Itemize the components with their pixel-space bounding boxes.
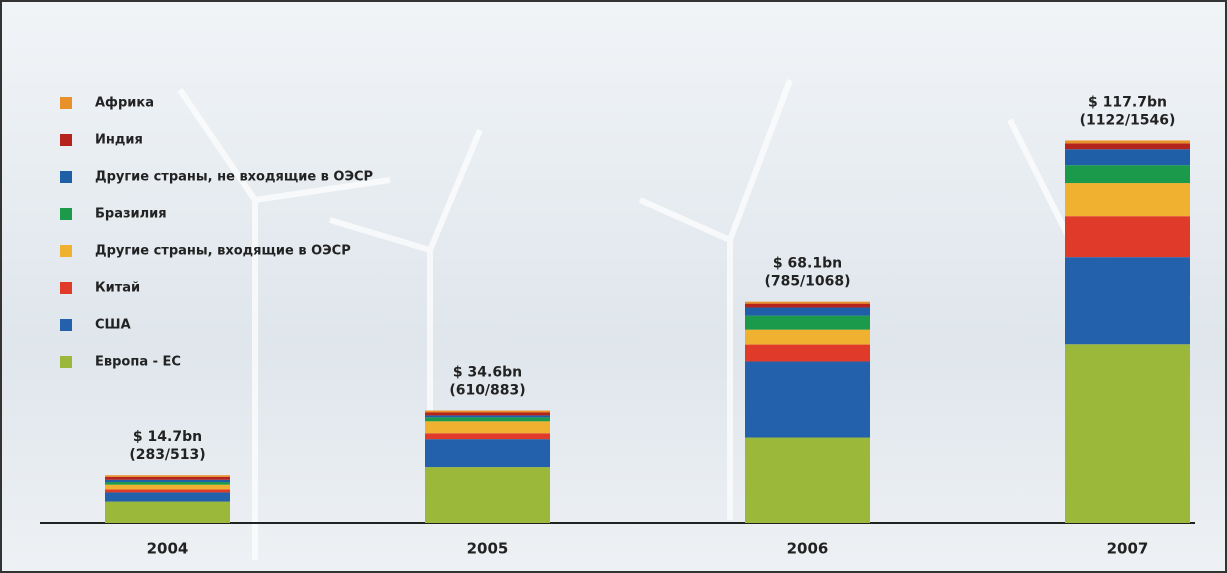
- legend-label: Европа - ЕС: [95, 355, 181, 370]
- legend-swatch: [60, 97, 72, 109]
- bar-segment: [745, 303, 870, 308]
- x-tick-label: 2006: [787, 540, 829, 558]
- bar-segment: [1065, 165, 1190, 184]
- total-label: $ 34.6bn: [453, 365, 522, 381]
- bar-segment: [105, 475, 230, 477]
- bar-segment: [1065, 344, 1190, 523]
- bar-segment: [745, 315, 870, 330]
- bar-segment: [425, 433, 550, 440]
- bar-segment: [425, 415, 550, 418]
- legend-swatch: [60, 245, 72, 257]
- count-label: (1122/1546): [1080, 112, 1176, 128]
- legend-label: Китай: [95, 281, 140, 296]
- bar-segment: [745, 361, 870, 438]
- count-label: (283/513): [129, 447, 205, 463]
- legend-label: Другие страны, входящие в ОЭСР: [95, 244, 351, 259]
- bar-segment: [745, 329, 870, 345]
- bar-segment: [1065, 149, 1190, 166]
- count-label: (785/1068): [764, 274, 850, 290]
- bar-segment: [1065, 183, 1190, 217]
- x-tick-label: 2004: [147, 540, 189, 558]
- count-label: (610/883): [449, 383, 525, 399]
- bar-segment: [105, 501, 230, 523]
- legend-swatch: [60, 282, 72, 294]
- bar-segment: [105, 489, 230, 493]
- bar-segment: [745, 344, 870, 362]
- total-label: $ 117.7bn: [1088, 94, 1167, 110]
- x-tick-label: 2007: [1107, 540, 1149, 558]
- legend-swatch: [60, 134, 72, 146]
- legend-swatch: [60, 319, 72, 331]
- bar-segment: [1065, 143, 1190, 150]
- legend-swatch: [60, 208, 72, 220]
- total-label: $ 68.1bn: [773, 256, 842, 272]
- legend-label: Индия: [95, 133, 143, 148]
- legend-label: Бразилия: [95, 207, 167, 222]
- legend-swatch: [60, 171, 72, 183]
- legend-label: Другие страны, не входящие в ОЭСР: [95, 170, 373, 185]
- bar-segment: [1065, 140, 1190, 144]
- bar-segment: [425, 467, 550, 523]
- bar-segment: [105, 482, 230, 485]
- bar-segment: [425, 439, 550, 468]
- bar-segment: [745, 437, 870, 523]
- bar-segment: [745, 307, 870, 316]
- bar-segment: [425, 410, 550, 413]
- bar-segment: [425, 412, 550, 416]
- x-tick-label: 2005: [467, 540, 509, 558]
- legend-label: Африка: [95, 96, 154, 111]
- bar-segment: [1065, 216, 1190, 258]
- bar-segment: [745, 301, 870, 304]
- bar-segment: [1065, 257, 1190, 345]
- bar-segment: [425, 417, 550, 422]
- bar-segment: [425, 421, 550, 434]
- total-label: $ 14.7bn: [133, 429, 202, 445]
- legend-swatch: [60, 356, 72, 368]
- bar-segment: [105, 476, 230, 480]
- bar-segment: [105, 479, 230, 483]
- bar-segment: [105, 492, 230, 502]
- bar-segment: [105, 484, 230, 490]
- legend-label: США: [95, 318, 131, 333]
